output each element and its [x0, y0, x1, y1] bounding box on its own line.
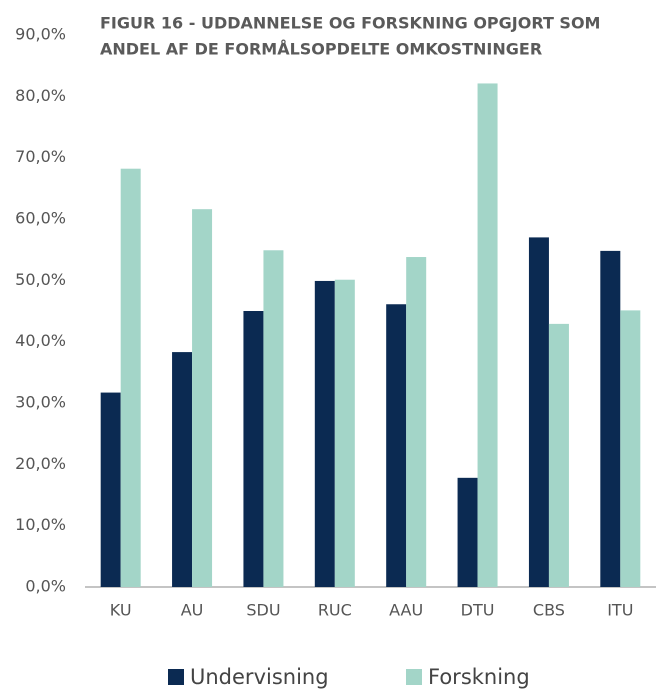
legend-label: Undervisning: [190, 665, 329, 689]
bar: [120, 168, 141, 587]
bar: [620, 310, 641, 587]
legend-label: Forskning: [428, 665, 530, 689]
x-tick-label: AU: [181, 601, 204, 620]
chart-title: FIGUR 16 - UDDANNELSE OG FORSKNING OPGJO…: [100, 14, 600, 33]
bar: [406, 257, 427, 587]
y-tick-label: 80,0%: [15, 86, 66, 105]
bar: [334, 279, 355, 587]
x-tick-label: ITU: [607, 601, 633, 620]
bar: [548, 323, 569, 587]
y-tick-label: 60,0%: [15, 209, 66, 228]
x-tick-label: DTU: [461, 601, 495, 620]
x-tick-label: CBS: [533, 601, 565, 620]
bar: [172, 352, 193, 587]
legend-swatch: [168, 669, 184, 685]
y-tick-label: 50,0%: [15, 270, 66, 289]
chart-title: ANDEL AF DE FORMÅLSOPDELTE OMKOSTNINGER: [100, 40, 542, 59]
bar: [100, 392, 121, 587]
y-tick-label: 90,0%: [15, 25, 66, 44]
x-tick-label: AAU: [389, 601, 423, 620]
y-tick-label: 0,0%: [25, 577, 66, 596]
bar: [243, 311, 264, 587]
y-tick-label: 40,0%: [15, 331, 66, 350]
y-tick-label: 10,0%: [15, 515, 66, 534]
legend-swatch: [406, 669, 422, 685]
y-tick-label: 30,0%: [15, 393, 66, 412]
bar: [600, 250, 621, 588]
bar: [528, 237, 549, 587]
x-tick-label: KU: [110, 601, 132, 620]
x-tick-label: RUC: [318, 601, 352, 620]
y-tick-label: 70,0%: [15, 147, 66, 166]
x-tick-label: SDU: [246, 601, 280, 620]
y-tick-label: 20,0%: [15, 454, 66, 473]
bar: [477, 83, 498, 587]
bar: [457, 477, 478, 587]
bar: [192, 209, 213, 588]
bar: [263, 250, 284, 587]
bar: [386, 304, 407, 587]
bar: [314, 280, 335, 587]
